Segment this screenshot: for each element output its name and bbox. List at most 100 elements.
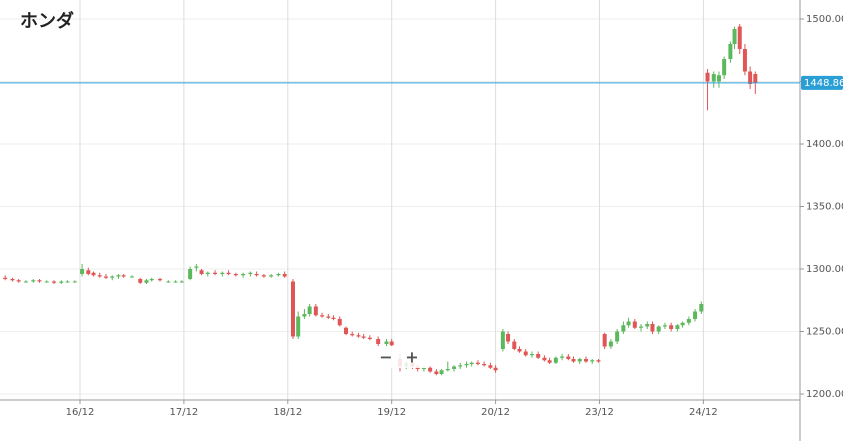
candle-body	[632, 321, 637, 328]
candles	[3, 24, 758, 376]
candle-body	[199, 270, 204, 274]
candle-body	[331, 317, 336, 319]
x-tick-label: 24/12	[689, 407, 718, 418]
x-tick-label: 23/12	[585, 407, 614, 418]
zoom-controls: − +	[373, 346, 427, 368]
candle-body	[737, 26, 742, 49]
candle-body	[296, 316, 301, 337]
candle-body	[615, 331, 620, 342]
candle-body	[103, 276, 108, 278]
candle-body	[458, 365, 463, 367]
candle-body	[290, 281, 295, 337]
candle-body	[188, 269, 193, 279]
candle-body	[276, 274, 281, 276]
candle-body	[343, 327, 348, 334]
candle-body	[37, 280, 42, 282]
x-tick-label: 16/12	[66, 407, 95, 418]
candle-body	[656, 326, 661, 332]
candle-body	[350, 334, 355, 336]
candle-body	[59, 281, 64, 283]
candle-body	[621, 325, 626, 332]
candle-body	[194, 266, 199, 268]
candle-body	[512, 341, 517, 349]
candle-body	[254, 274, 259, 276]
candle-body	[705, 72, 710, 82]
candle-body	[662, 325, 667, 327]
candle-body	[500, 331, 505, 349]
candle-body	[376, 339, 381, 344]
candle-body	[748, 71, 753, 84]
candle-body	[523, 351, 528, 356]
zoom-out-button[interactable]: −	[379, 348, 392, 367]
candle-body	[645, 324, 650, 327]
candle-body	[367, 337, 372, 339]
candle-body	[248, 272, 253, 274]
candle-body	[475, 362, 480, 364]
zoom-in-button[interactable]: +	[405, 348, 418, 367]
candle-body	[716, 75, 721, 82]
candle-body	[602, 334, 607, 347]
candle-body	[337, 319, 342, 326]
candle-body	[116, 275, 121, 277]
candle-body	[452, 366, 457, 369]
candle-body	[16, 280, 21, 282]
candle-body	[384, 341, 389, 344]
candle-body	[213, 272, 218, 274]
candle-body	[166, 281, 171, 283]
candle-body	[428, 367, 433, 372]
candle-body	[361, 336, 366, 338]
candle-body	[269, 275, 274, 277]
candle-body	[97, 275, 102, 277]
candle-body	[686, 319, 691, 323]
candle-body	[233, 274, 238, 276]
candle-body	[596, 360, 601, 362]
candle-body	[547, 360, 552, 363]
candle-body	[464, 364, 469, 366]
x-tick-label: 18/12	[273, 407, 302, 418]
candle-body	[728, 44, 733, 59]
candle-body	[356, 335, 361, 337]
candle-body	[699, 304, 704, 312]
candle-body	[753, 74, 758, 83]
candle-body	[553, 357, 558, 363]
candle-body	[326, 316, 331, 318]
chart-title: ホンダ	[20, 10, 74, 32]
last-price-label: 1448.86	[804, 78, 843, 89]
y-tick-label: 1500.00	[806, 14, 843, 25]
candle-body	[52, 281, 57, 283]
y-tick-label: 1350.00	[806, 202, 843, 213]
candle-body	[138, 279, 143, 283]
candle-body	[302, 314, 307, 317]
candle-body	[179, 281, 184, 283]
candle-body	[110, 276, 115, 278]
candle-body	[173, 281, 178, 283]
candle-body	[506, 334, 511, 342]
candle-body	[669, 325, 674, 329]
y-tick-label: 1400.00	[806, 139, 843, 150]
candle-body	[560, 356, 565, 358]
candle-body	[421, 367, 426, 369]
y-tick-label: 1250.00	[806, 327, 843, 338]
candle-body	[205, 272, 210, 274]
candle-body	[626, 321, 631, 326]
candle-body	[149, 279, 154, 281]
candle-body	[482, 364, 487, 366]
candle-body	[571, 359, 576, 362]
x-tick-label: 20/12	[481, 407, 510, 418]
candle-body	[65, 281, 70, 283]
candle-body	[320, 315, 325, 317]
candle-body	[307, 306, 312, 314]
candle-body	[226, 272, 231, 274]
candle-body	[536, 354, 541, 358]
candle-body	[529, 354, 534, 356]
candle-body	[542, 357, 547, 361]
candle-body	[693, 311, 698, 319]
candle-body	[680, 322, 685, 326]
candle-body	[91, 272, 96, 276]
candle-body	[261, 275, 266, 277]
candle-body	[434, 371, 439, 374]
candle-body	[129, 276, 134, 278]
zoom-panel	[373, 346, 427, 368]
